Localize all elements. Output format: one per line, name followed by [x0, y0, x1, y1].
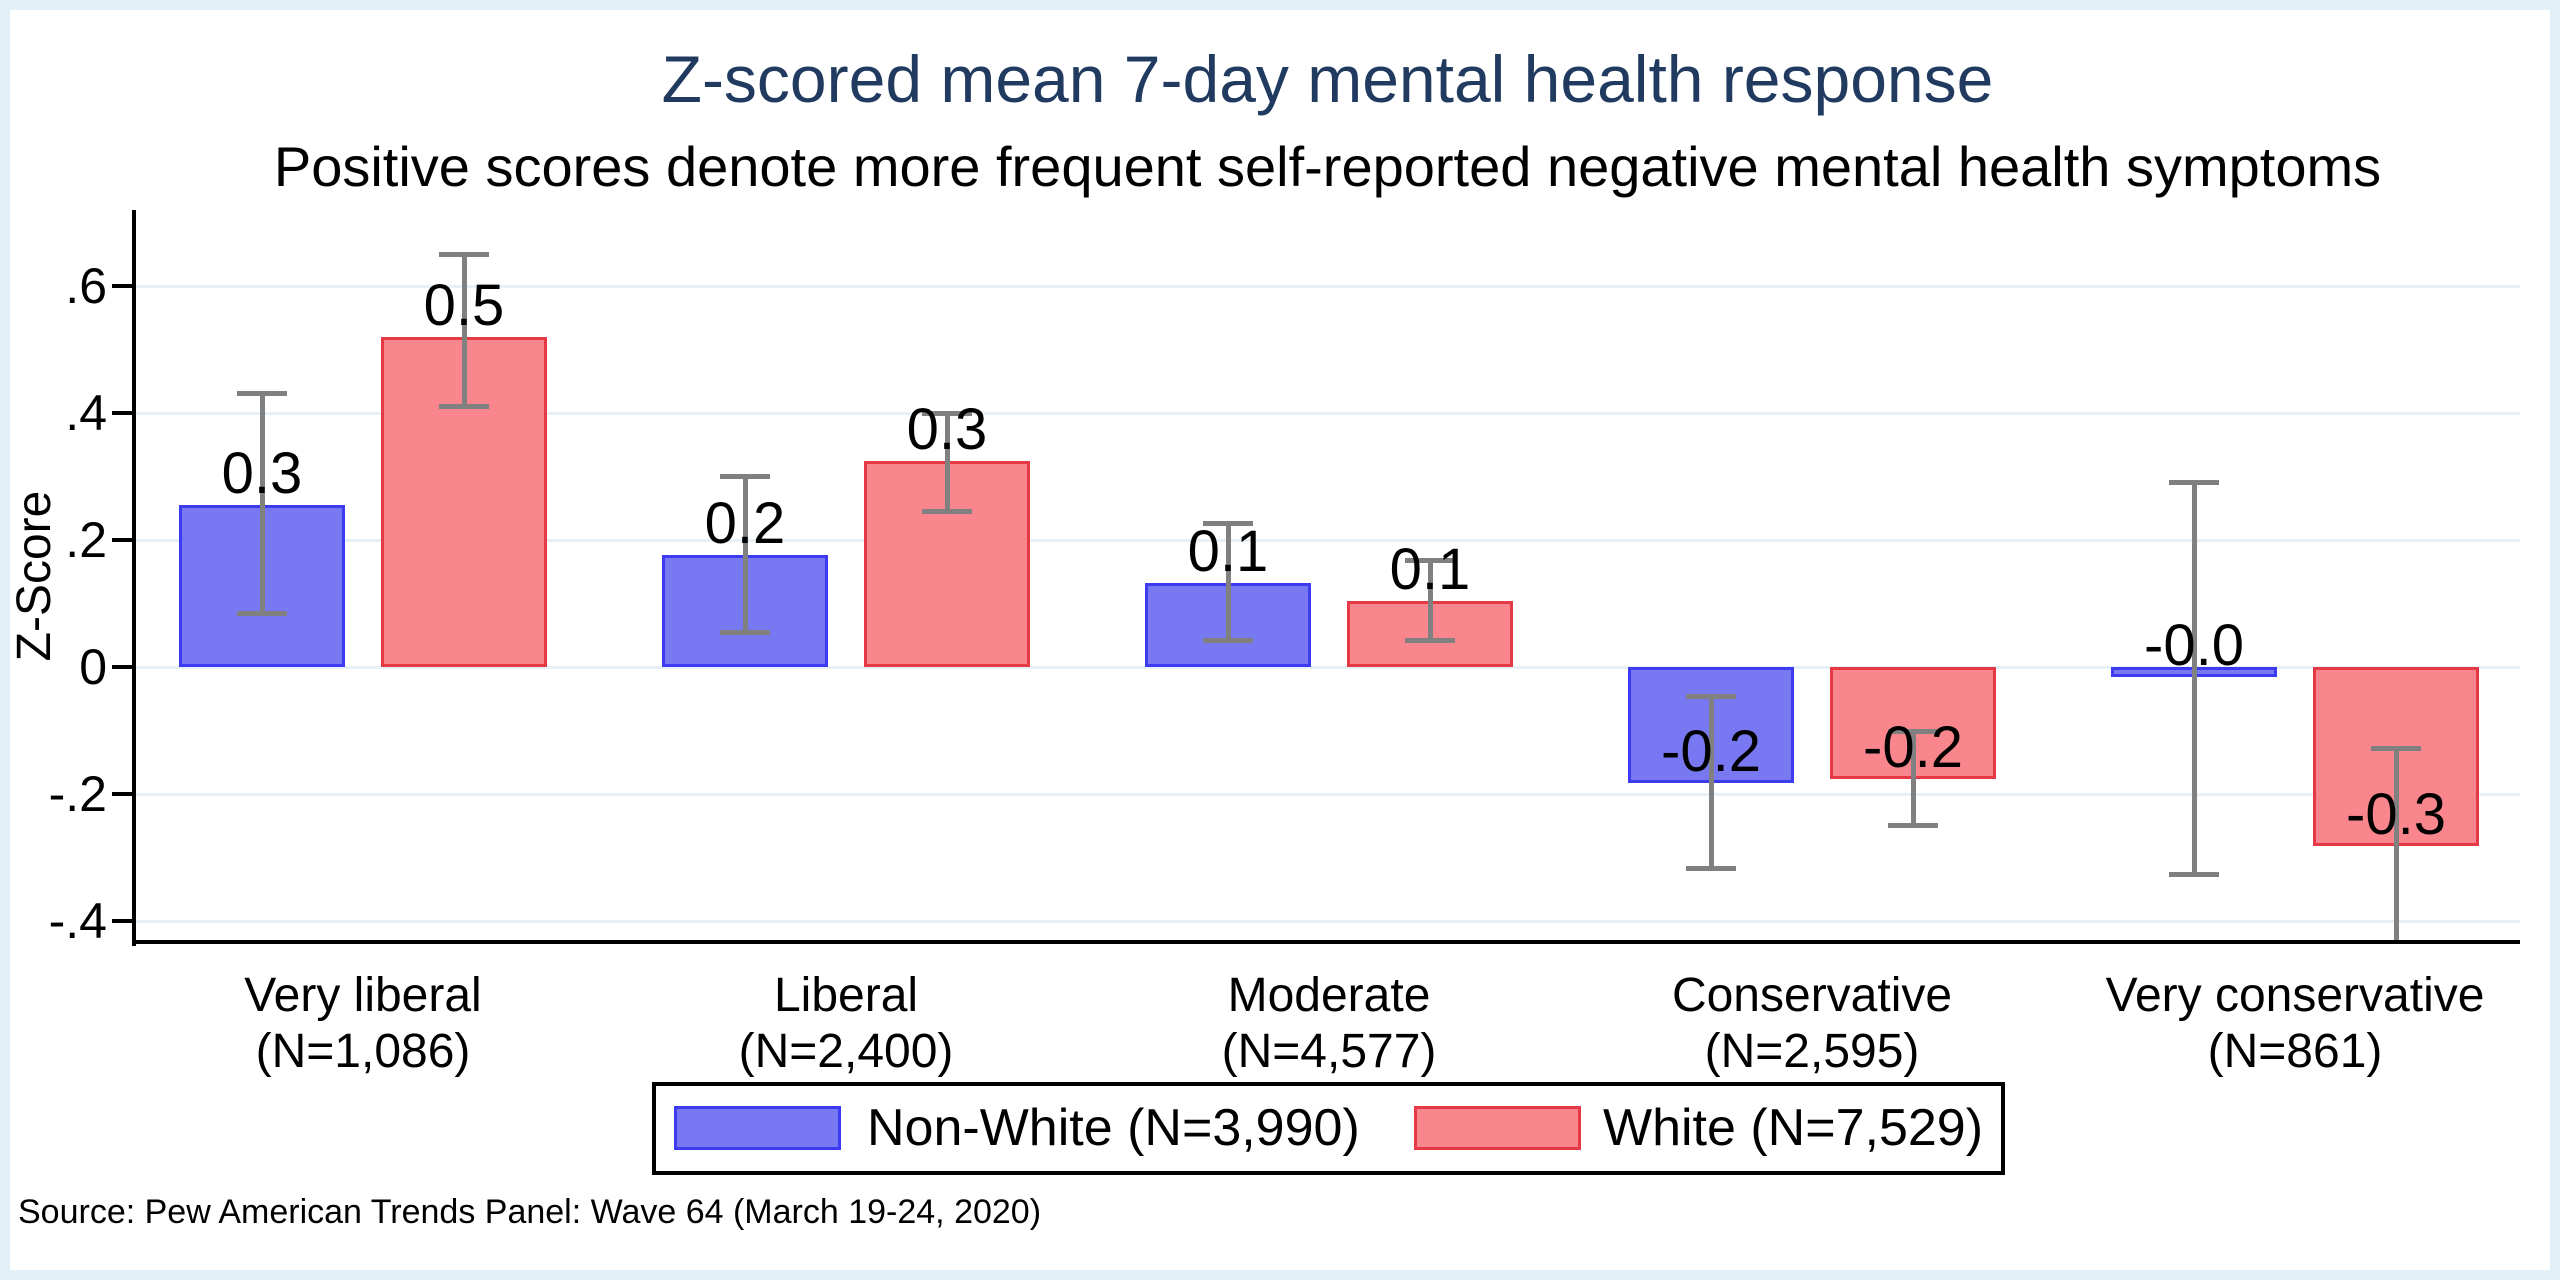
chart-title: Z-scored mean 7-day mental health respon… [661, 42, 1994, 116]
y-tick [112, 411, 135, 415]
y-tick [112, 792, 135, 796]
error-bar-cap [922, 410, 972, 416]
error-bar-line [2393, 748, 2399, 942]
y-tick-label: -.2 [48, 766, 107, 822]
y-tick-label: .2 [65, 512, 107, 568]
error-bar-line [944, 413, 950, 512]
x-category-n: (N=2,400) [738, 1025, 954, 1078]
x-category-name: Very conservative [2105, 969, 2485, 1022]
y-tick-label: 0 [79, 639, 107, 695]
chart-canvas: Z-scored mean 7-day mental health respon… [8, 10, 2550, 1270]
bar [864, 461, 1030, 667]
y-tick [112, 538, 135, 542]
error-bar-cap [439, 404, 489, 410]
x-category-n: (N=1,086) [255, 1025, 471, 1078]
chart-subtitle: Positive scores denote more frequent sel… [273, 135, 2382, 198]
bar-value-label: 0.3 [221, 441, 303, 507]
error-bar-line [1427, 560, 1433, 641]
legend: Non-White (N=3,990) White (N=7,529) [652, 1082, 2005, 1175]
bar-value-label: 0.2 [704, 491, 786, 557]
error-bar-cap [720, 629, 770, 635]
x-category-name: Moderate [1227, 969, 1431, 1022]
x-category-n: (N=861) [2207, 1025, 2383, 1078]
x-category-label: Moderate (N=4,577) [1089, 968, 1569, 1080]
x-axis-spine [132, 940, 2520, 944]
gridline [135, 284, 2520, 288]
bar-value-label: 0.1 [1187, 518, 1269, 584]
error-bar-cap [1405, 637, 1455, 643]
error-bar-cap [720, 474, 770, 479]
error-bar-cap [1203, 637, 1253, 643]
error-bar-line [1225, 523, 1231, 641]
bar-value-label: 0.1 [1389, 536, 1471, 602]
x-category-label: Very liberal (N=1,086) [123, 968, 603, 1080]
gridline [135, 919, 2520, 923]
bar-value-label: -0.2 [1863, 714, 1963, 780]
error-bar-line [1708, 696, 1714, 869]
error-bar-cap [1203, 520, 1253, 526]
error-bar-cap [2371, 746, 2421, 752]
gridline [135, 792, 2520, 796]
x-category-n: (N=2,595) [1704, 1025, 1920, 1078]
y-tick [112, 665, 135, 669]
y-tick-label: .6 [65, 258, 107, 314]
bar-value-label: 0.3 [906, 397, 988, 463]
legend-label: Non-White (N=3,990) [867, 1099, 1360, 1157]
bar-value-label: -0.2 [1661, 719, 1761, 785]
plot-area: 0.3 0.2 0.1 -0.2 -0.0 0.5 0.3 0.1 -0.2 -0.3 [135, 210, 2520, 942]
x-category-name: Very liberal [244, 969, 482, 1022]
error-bar-cap [1686, 866, 1736, 872]
y-axis-spine [132, 210, 136, 946]
error-bar-cap [1686, 693, 1736, 699]
bar-value-label: -0.0 [2144, 612, 2244, 678]
legend-label: White (N=7,529) [1603, 1099, 1984, 1157]
error-bar-cap [439, 251, 489, 257]
error-bar-line [461, 254, 467, 407]
error-bar-line [2191, 482, 2197, 874]
y-tick [112, 919, 135, 923]
error-bar-cap [2169, 480, 2219, 486]
bar-value-label: -0.3 [2346, 782, 2446, 848]
error-bar-cap [1405, 557, 1455, 563]
x-category-name: Conservative [1671, 969, 1953, 1022]
error-bar-cap [237, 610, 287, 616]
y-tick-label: .4 [65, 385, 107, 441]
gridline [135, 538, 2520, 542]
x-category-n: (N=4,577) [1221, 1025, 1437, 1078]
error-bar-cap [1888, 728, 1938, 734]
error-bar-cap [237, 391, 287, 397]
x-category-label: Liberal (N=2,400) [606, 968, 1086, 1080]
gridline [135, 665, 2520, 669]
source-note: Source: Pew American Trends Panel: Wave … [18, 1193, 1042, 1231]
legend-swatch [1414, 1106, 1581, 1150]
bar-value-label: 0.5 [423, 272, 505, 338]
error-bar-line [742, 476, 748, 633]
y-tick [112, 284, 135, 288]
error-bar-cap [1888, 823, 1938, 829]
x-category-name: Liberal [773, 969, 919, 1022]
x-category-label: Conservative (N=2,595) [1572, 968, 2052, 1080]
x-category-label: Very conservative (N=861) [2055, 968, 2535, 1080]
error-bar-cap [2169, 871, 2219, 877]
gridline [135, 411, 2520, 415]
legend-swatch [674, 1106, 841, 1150]
error-bar-line [1910, 731, 1916, 826]
error-bar-line [259, 393, 265, 613]
y-tick-label: -.4 [48, 893, 107, 949]
error-bar-cap [922, 508, 972, 514]
